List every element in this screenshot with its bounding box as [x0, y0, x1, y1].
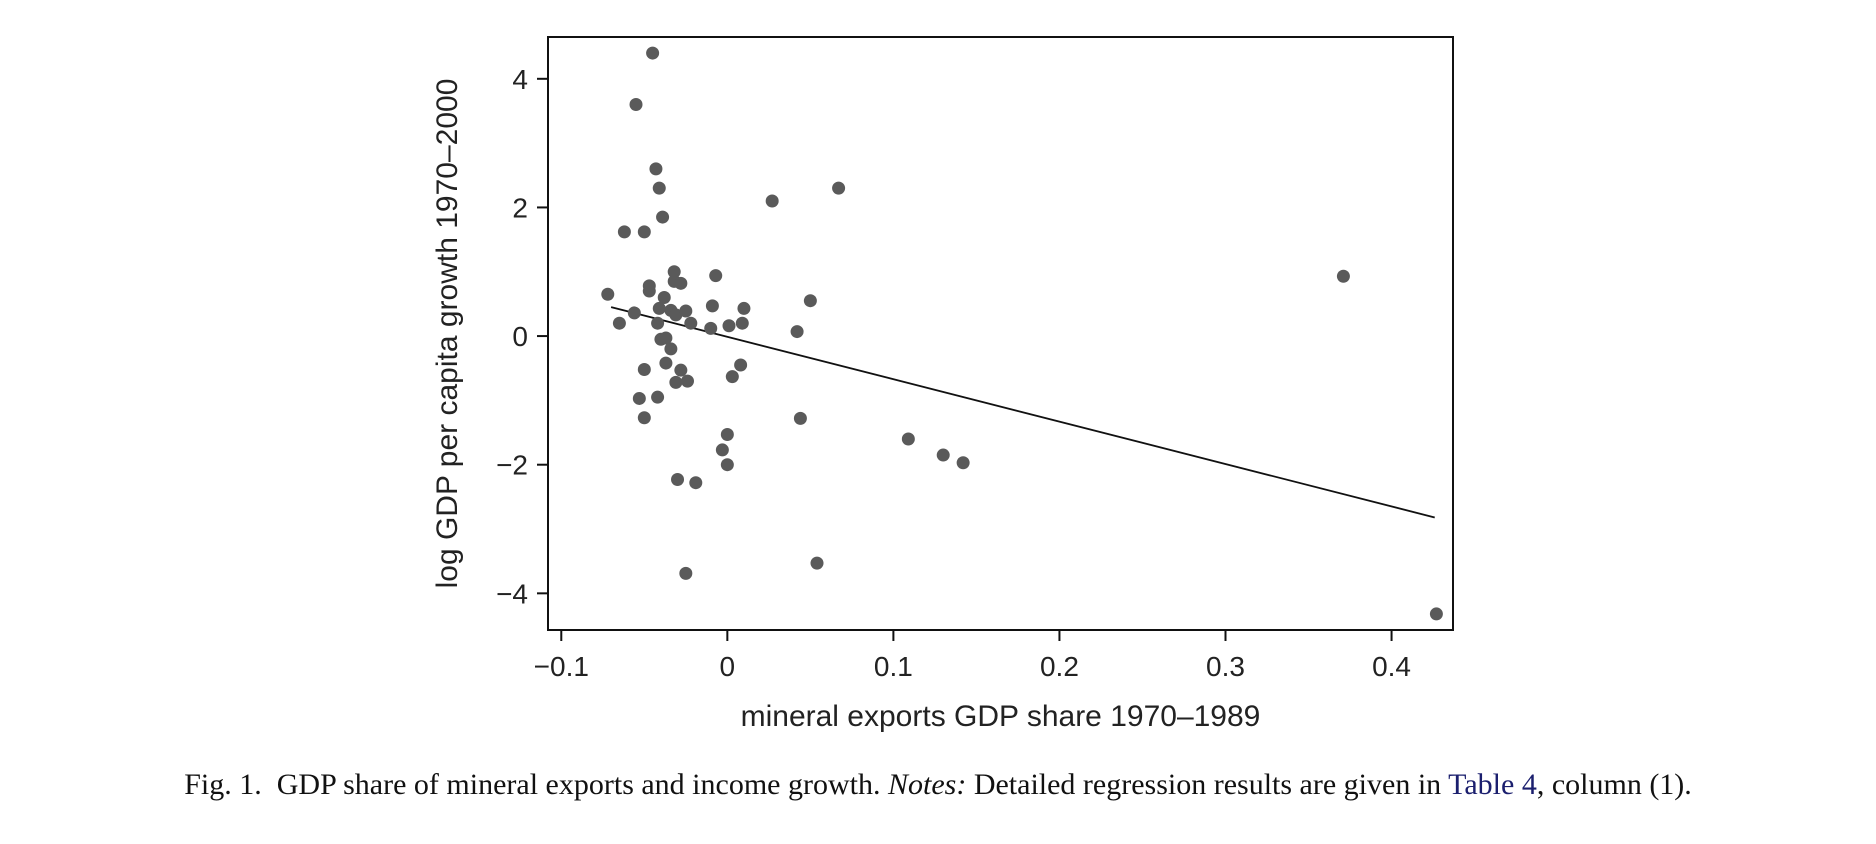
- data-point: [659, 331, 673, 345]
- data-point: [651, 316, 665, 330]
- data-point: [705, 299, 719, 313]
- data-point: [601, 287, 615, 301]
- data-point: [674, 276, 688, 290]
- data-point: [680, 374, 694, 388]
- data-point: [617, 225, 631, 239]
- data-point: [956, 456, 970, 470]
- data-point: [669, 308, 683, 322]
- data-point: [674, 363, 688, 377]
- data-point: [649, 162, 663, 176]
- data-point: [810, 556, 824, 570]
- x-tick-label: 0.4: [1372, 651, 1411, 682]
- data-point: [629, 98, 643, 112]
- data-point: [679, 566, 693, 580]
- x-tick-label: −0.1: [534, 651, 589, 682]
- data-point: [659, 356, 673, 370]
- y-axis-title: log GDP per capita growth 1970–2000: [431, 79, 464, 589]
- data-point: [651, 390, 665, 404]
- x-tick-label: 0.1: [874, 651, 913, 682]
- data-point: [637, 411, 651, 425]
- data-point: [735, 316, 749, 330]
- data-point: [679, 304, 693, 318]
- data-point: [725, 370, 739, 384]
- x-axis: −0.1 0 0.1 0.2 0.3 0.4: [534, 630, 1411, 682]
- data-point: [652, 181, 666, 195]
- x-axis-title: mineral exports GDP share 1970–1989: [741, 700, 1261, 733]
- data-point: [720, 427, 734, 441]
- data-point: [832, 181, 846, 195]
- data-point: [709, 269, 723, 283]
- data-point: [803, 294, 817, 308]
- data-point: [656, 210, 670, 224]
- data-point: [737, 301, 751, 315]
- x-tick-label: 0.3: [1206, 651, 1245, 682]
- data-point: [936, 448, 950, 462]
- data-point: [664, 342, 678, 356]
- scatter-chart: −0.1 0 0.1 0.2 0.3 0.4 −4 −2 0 2 4 mineral export…: [431, 36, 1454, 733]
- caption-tail: , column (1).: [1536, 768, 1692, 801]
- notes-label: Notes:: [887, 768, 967, 801]
- y-tick-label: 2: [512, 192, 528, 223]
- data-point: [627, 306, 641, 320]
- data-point: [689, 476, 703, 490]
- plot-frame: [547, 36, 1454, 631]
- data-point: [722, 319, 736, 333]
- data-point: [684, 316, 698, 330]
- data-point: [646, 46, 660, 60]
- data-point: [612, 316, 626, 330]
- data-point: [793, 411, 807, 425]
- data-point: [642, 284, 656, 298]
- figure-label: Fig. 1.: [184, 768, 262, 801]
- data-point: [1429, 607, 1443, 621]
- x-tick-label: 0.2: [1040, 651, 1079, 682]
- data-point: [657, 290, 671, 304]
- data-point: [667, 265, 681, 279]
- y-axis: −4 −2 0 2 4: [496, 64, 548, 609]
- data-point: [765, 194, 779, 208]
- data-point: [790, 325, 804, 339]
- y-tick-label: 4: [512, 64, 528, 95]
- data-point: [671, 472, 685, 486]
- data-point: [632, 391, 646, 405]
- table-reference-link[interactable]: Table 4: [1448, 768, 1537, 801]
- data-point: [652, 301, 666, 315]
- regression-fit-line: [610, 306, 1435, 519]
- y-tick-label: 0: [512, 321, 528, 352]
- data-point: [901, 432, 915, 446]
- data-points: [601, 46, 1443, 621]
- data-point: [637, 363, 651, 377]
- data-point: [720, 458, 734, 472]
- figure-caption: Fig. 1. GDP share of mineral exports and…: [0, 768, 1876, 802]
- data-point: [715, 443, 729, 457]
- data-point: [1336, 269, 1350, 283]
- data-point: [669, 375, 683, 389]
- y-tick-label: −4: [496, 578, 528, 609]
- notes-text: Detailed regression results are given in: [973, 768, 1442, 801]
- data-point: [704, 321, 718, 335]
- figure-title: GDP share of mineral exports and income …: [276, 768, 881, 801]
- data-point: [637, 225, 651, 239]
- x-tick-label: 0: [720, 651, 736, 682]
- y-tick-label: −2: [496, 450, 528, 481]
- data-point: [734, 358, 748, 372]
